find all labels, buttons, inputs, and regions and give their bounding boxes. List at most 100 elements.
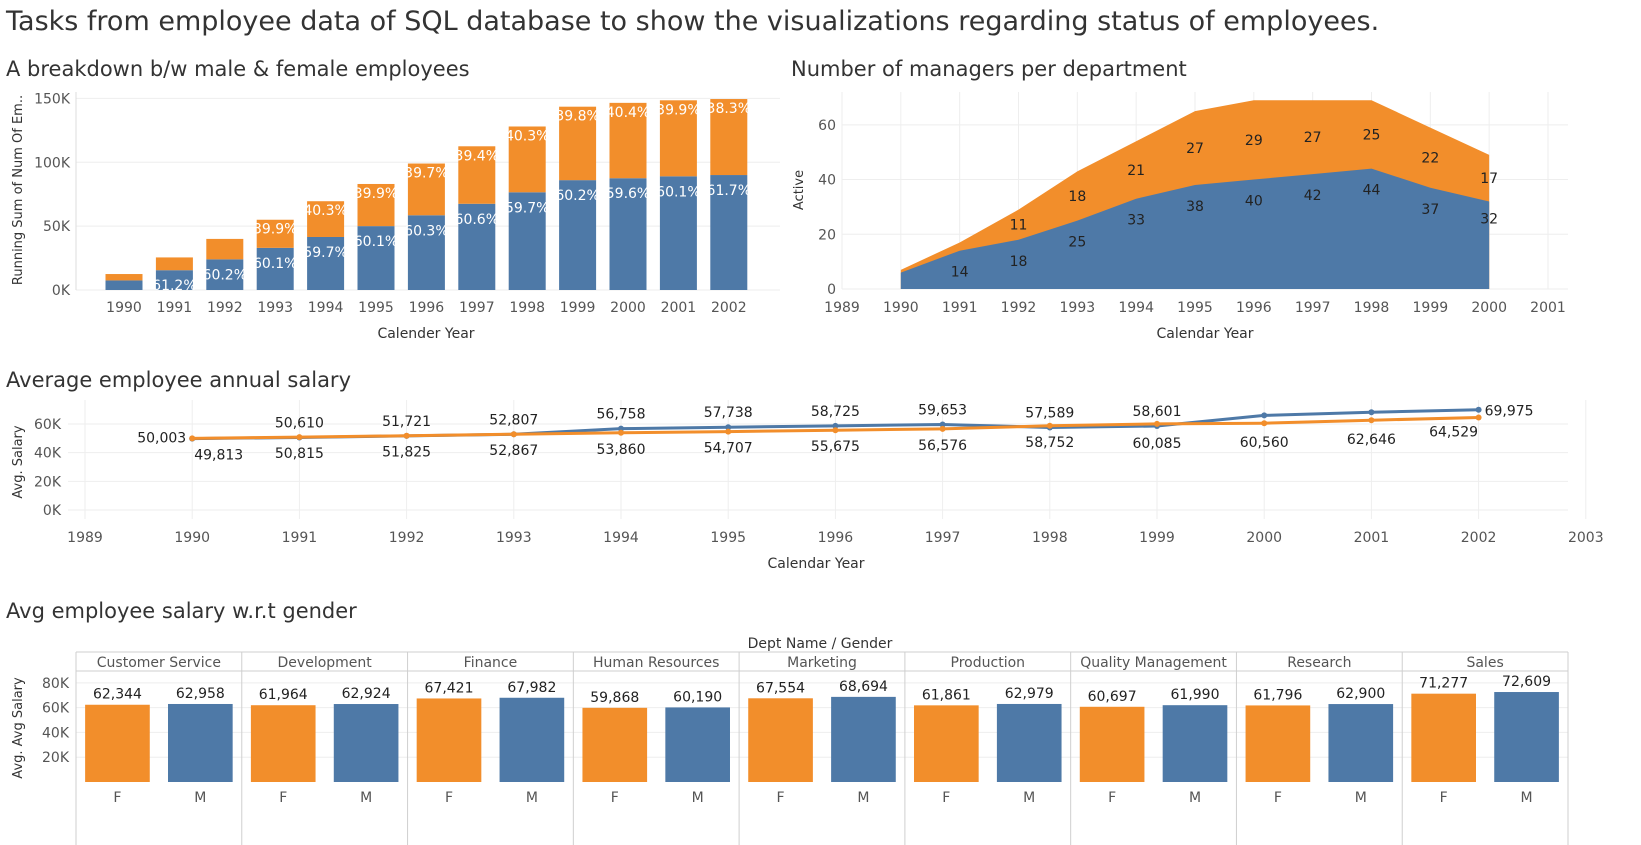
bar-label: 60.1% [253,256,297,272]
salary-bar [416,698,482,782]
bar-label: 62,924 [342,686,391,702]
page-title: Tasks from employee data of SQL database… [6,6,1380,37]
y-tick-label: 20K [34,474,62,490]
salary-bar [250,705,316,782]
bar-label: 39.9% [656,102,700,118]
line-point [618,425,624,432]
bar-segment [710,99,748,176]
bar-label: 60,190 [673,689,722,705]
area-series-male [900,168,1490,289]
area-label: 11 [1010,218,1028,234]
y-tick-label: 60K [34,417,62,433]
gender-label: M [1189,790,1201,806]
bar-label: 61,861 [922,687,971,703]
department-label: Finance [464,655,518,671]
line-point [1368,417,1375,424]
bar-label: 61,796 [1253,687,1302,703]
x-tick-label: 1997 [459,300,495,316]
panel-header: Dept Name / Gender [748,636,893,652]
line-label: 51,721 [382,414,431,430]
area-label: 38 [1186,199,1204,215]
x-tick-label: 2000 [1246,530,1282,546]
department-label: Customer Service [97,655,221,671]
y-tick-label: 20 [818,227,836,243]
x-tick-label: 1998 [1032,530,1068,546]
x-tick-label: 1993 [496,530,532,546]
x-tick-label: 1999 [1413,300,1449,316]
line-point [1261,420,1268,427]
x-tick-label: 1990 [883,300,919,316]
x-tick-label: 1996 [409,300,445,316]
bar-label: 60,697 [1088,689,1137,705]
department-label: Marketing [787,655,857,671]
bar-label: 62,900 [1336,686,1385,702]
salary-bar [168,703,233,782]
bar-segment [357,183,395,227]
x-tick-label: 1994 [1118,300,1154,316]
bar-segment [508,192,546,290]
area-label: 42 [1304,188,1322,204]
x-tick-label: 1995 [1177,300,1213,316]
bar-segment [357,226,395,290]
line-point [618,429,624,436]
line-point [725,424,732,431]
x-tick-label: 1993 [1060,300,1096,316]
line-point [1475,406,1482,413]
y-tick-label: 60 [818,118,836,134]
bar-label: 60.3% [404,223,448,239]
x-tick-label: 1994 [308,300,344,316]
x-tick-label: 1992 [1001,300,1037,316]
y-tick-label: 0 [827,282,836,298]
department-label: Development [278,655,373,671]
bar-label: 62,979 [1005,686,1054,702]
x-tick-label: 1992 [389,530,425,546]
area-label: 18 [1010,254,1028,270]
line-label: 60,560 [1240,435,1289,451]
x-tick-label: 2000 [1471,300,1507,316]
salary-bar [996,703,1062,782]
x-tick-label: 1994 [603,530,639,546]
gender-label: F [113,790,121,806]
line-point [510,431,517,438]
x-tick-label: 2003 [1568,530,1604,546]
gender-label: M [194,790,206,806]
y-tick-label: 100K [34,155,71,171]
chart-title-annual-salary: Average employee annual salary [6,368,351,392]
salary-bar [582,707,648,782]
salary-gender-chart: Dept Name / Gender 20K 40K 60K 80K Customer S… [11,636,1569,845]
salary-bar [1328,704,1394,782]
line-label: 69,975 [1485,404,1534,420]
line-label: 62,646 [1347,432,1396,448]
x-tick-label: 2001 [1530,300,1566,316]
area-label: 27 [1304,130,1322,146]
bar-label: 61.7% [707,183,751,199]
area-label: 25 [1363,127,1381,143]
line-label: 57,589 [1025,405,1074,421]
gender-label: M [1023,790,1035,806]
bar-segment [206,238,244,260]
y-axis-label: Running Sum of Num Of Em.. [11,95,26,285]
bar-label: 39.9% [354,186,398,202]
line-point [832,422,839,429]
gender-label: F [942,790,950,806]
line-label: 50,610 [275,415,324,431]
area-label: 25 [1068,235,1086,251]
y-tick-label: 20K [42,750,70,766]
x-tick-label: 1996 [818,530,854,546]
area-label: 21 [1127,163,1145,179]
gender-label: F [777,790,785,806]
x-axis-label: Calender Year [377,326,474,342]
department-label: Human Resources [593,655,719,671]
bar-label: 71,277 [1419,676,1468,692]
bar-label: 61,990 [1171,687,1220,703]
x-axis-label: Calendar Year [767,556,864,572]
area-label: 17 [1480,171,1498,187]
salary-bar [1079,706,1145,782]
y-tick-label: 0K [43,503,62,519]
chart-title-gender-breakdown: A breakdown b/w male & female employees [6,57,470,81]
bar-label: 39.8% [555,109,599,125]
x-tick-label: 1997 [925,530,961,546]
area-label: 40 [1245,194,1263,210]
line-point [725,428,732,435]
